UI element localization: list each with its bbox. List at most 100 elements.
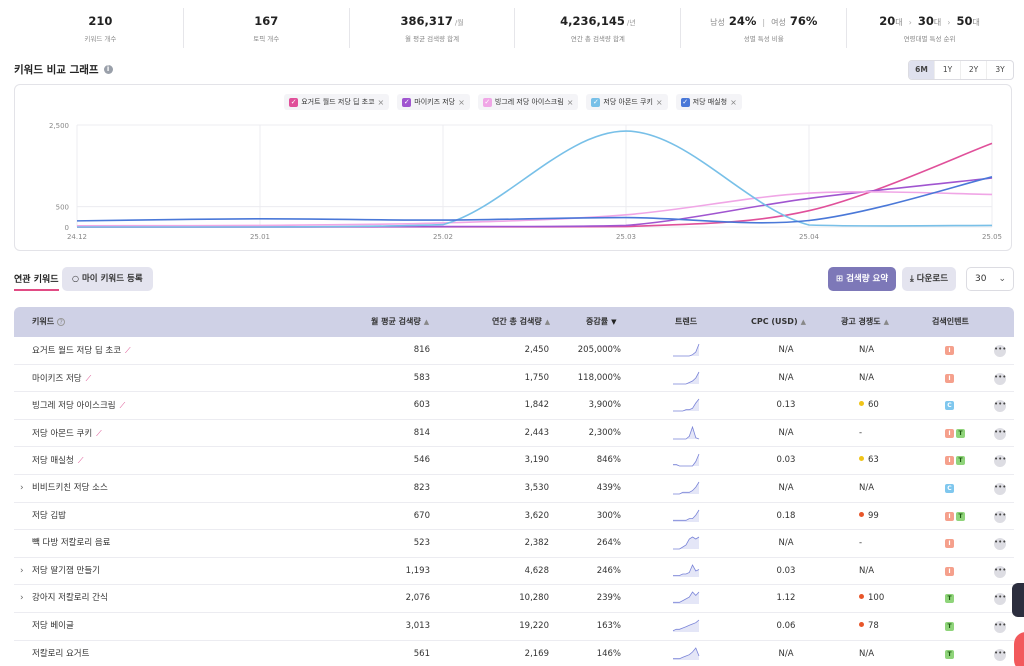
more-options-icon[interactable]: ••• <box>994 538 1006 551</box>
trend-chart-icon[interactable]: ⟋ <box>125 346 131 355</box>
more-options-icon[interactable]: ••• <box>994 648 1006 661</box>
header-keyword[interactable]: 키워드? <box>32 307 66 337</box>
page-size-select[interactable]: 30 ⌄ <box>966 267 1014 291</box>
more-options-icon[interactable]: ••• <box>994 400 1006 413</box>
table-row[interactable]: 마이키즈 저당 ⟋ 583 1,750 118,000% N/A N/A I ••• <box>14 365 1014 393</box>
competition-cell: 78 <box>859 613 879 640</box>
checkbox-icon[interactable]: ✓ <box>680 97 690 107</box>
expand-chevron-icon[interactable]: › <box>20 482 24 493</box>
keyword-cell[interactable]: › 저당 딸기잼 만들기 <box>20 558 100 585</box>
close-icon[interactable]: × <box>566 97 574 107</box>
keyword-text[interactable]: 저당 매실청 <box>32 456 74 467</box>
table-row[interactable]: › 비비드키친 저당 소스 823 3,530 439% N/A N/A C ••• <box>14 475 1014 503</box>
keyword-text[interactable]: 빽 다방 저칼로리 음료 <box>32 538 111 549</box>
keyword-cell[interactable]: › 강아지 저칼로리 간식 <box>20 585 108 612</box>
download-button[interactable]: ⤓ 다운로드 <box>902 267 957 291</box>
search-summary-button[interactable]: ⊞ 검색량 요약 <box>828 267 897 291</box>
keyword-cell[interactable]: 저당 아몬드 쿠키 ⟋ <box>32 420 102 447</box>
my-keyword-label: 마이 키워드 등록 <box>81 274 143 284</box>
keyword-cell[interactable]: 저칼로리 요거트 <box>32 641 89 666</box>
floating-panel-button[interactable] <box>1012 583 1024 617</box>
more-options-icon[interactable]: ••• <box>994 565 1006 578</box>
table-row[interactable]: 저당 김밥 670 3,620 300% 0.18 99 I T ••• <box>14 503 1014 531</box>
table-row[interactable]: 요거트 월드 저당 딥 초코 ⟋ 816 2,450 205,000% N/A N/A I ••… <box>14 337 1014 365</box>
legend-chip[interactable]: ✓ 저당 아몬드 쿠키 × <box>586 94 668 110</box>
competition-value: 78 <box>868 620 879 631</box>
keyword-cell[interactable]: 빙그레 저당 아이스크림 ⟋ <box>32 392 125 419</box>
close-icon[interactable]: × <box>655 97 663 107</box>
sparkline-line <box>673 425 700 440</box>
more-options-icon[interactable]: ••• <box>994 427 1006 440</box>
range-3y-button[interactable]: 3Y <box>995 65 1005 74</box>
trend-chart-icon[interactable]: ⟋ <box>77 456 84 466</box>
header-monthly[interactable]: 월 평균 검색량 ▲ <box>371 307 429 337</box>
table-row[interactable]: › 강아지 저칼로리 간식 2,076 10,280 239% 1.12 100 T ••• <box>14 585 1014 613</box>
table-row[interactable]: › 저당 딸기잼 만들기 1,193 4,628 246% 0.03 N/A I ••• <box>14 558 1014 586</box>
help-icon[interactable]: ? <box>57 318 66 326</box>
header-cpc[interactable]: CPC (USD) ▲ <box>751 307 806 337</box>
keyword-text[interactable]: 빙그레 저당 아이스크림 <box>32 401 116 412</box>
trend-chart-icon[interactable]: ⟋ <box>119 401 126 411</box>
range-2y-button[interactable]: 2Y <box>961 61 987 79</box>
table-row[interactable]: 빽 다방 저칼로리 음료 523 2,382 264% N/A - I ••• <box>14 530 1014 558</box>
keyword-cell[interactable]: › 비비드키친 저당 소스 <box>20 475 108 502</box>
legend-chip[interactable]: ✓ 요거트 월드 저당 딥 초코 × <box>284 94 390 110</box>
header-competition[interactable]: 광고 경쟁도 ▲ <box>841 307 889 337</box>
expand-chevron-icon[interactable]: › <box>20 593 24 604</box>
keyword-text[interactable]: 비비드키친 저당 소스 <box>32 482 108 493</box>
keyword-text[interactable]: 저당 베이글 <box>32 620 74 631</box>
more-options-icon[interactable]: ••• <box>994 455 1006 468</box>
keyword-text[interactable]: 마이키즈 저당 <box>32 373 82 384</box>
keyword-cell[interactable]: 빽 다방 저칼로리 음료 <box>32 530 111 557</box>
keyword-text[interactable]: 요거트 월드 저당 딥 초코 <box>32 346 122 356</box>
my-keyword-button[interactable]: ○ 마이 키워드 등록 <box>62 267 153 291</box>
more-options-icon[interactable]: ••• <box>994 372 1006 385</box>
more-options-icon[interactable]: ••• <box>994 482 1006 495</box>
table-row[interactable]: 저칼로리 요거트 561 2,169 146% N/A N/A T ••• <box>14 641 1014 666</box>
expand-chevron-icon[interactable]: › <box>20 565 24 576</box>
close-icon[interactable]: × <box>730 97 737 107</box>
trend-chart-icon[interactable]: ⟋ <box>96 428 102 438</box>
range-1y-button[interactable]: 1Y <box>935 61 961 79</box>
keyword-text[interactable]: 저당 김밥 <box>32 510 66 521</box>
more-options-icon[interactable]: ••• <box>994 593 1006 606</box>
table-row[interactable]: 저당 아몬드 쿠키 ⟋ 814 2,443 2,300% N/A - I T ••• <box>14 420 1014 448</box>
x-tick-label: 25.05 <box>982 233 1002 241</box>
close-icon[interactable]: × <box>458 97 465 107</box>
intent-badge: T <box>956 456 965 466</box>
trend-sparkline <box>672 619 700 632</box>
keyword-cell[interactable]: 저당 베이글 <box>32 613 74 640</box>
keyword-cell[interactable]: 저당 매실청 ⟋ <box>32 447 83 474</box>
more-options-icon[interactable]: ••• <box>994 510 1006 523</box>
legend-chip[interactable]: ✓ 마이키즈 저당 × <box>397 94 470 110</box>
table-row[interactable]: 저당 매실청 ⟋ 546 3,190 846% 0.03 63 I T ••• <box>14 447 1014 475</box>
keyword-cell[interactable]: 저당 김밥 <box>32 503 66 530</box>
keyword-cell[interactable]: 마이키즈 저당 ⟋ <box>32 365 91 392</box>
header-growth[interactable]: 증감률 ▼ <box>586 307 616 337</box>
floating-chat-button[interactable] <box>1014 632 1024 666</box>
cpc-cell: 0.03 <box>776 455 796 466</box>
checkbox-icon[interactable]: ✓ <box>402 97 412 107</box>
keyword-text[interactable]: 저칼로리 요거트 <box>32 648 90 659</box>
keyword-text[interactable]: 강아지 저칼로리 간식 <box>32 593 108 604</box>
gender-female-value: 76% <box>789 14 818 28</box>
trend-chart-icon[interactable]: ⟋ <box>85 373 92 383</box>
table-row[interactable]: 빙그레 저당 아이스크림 ⟋ 603 1,842 3,900% 0.13 60 C ••• <box>14 392 1014 420</box>
keyword-text[interactable]: 저당 딸기잼 만들기 <box>32 565 100 576</box>
table-row[interactable]: 저당 베이글 3,013 19,220 163% 0.06 78 T ••• <box>14 613 1014 641</box>
range-6m-button[interactable]: 6M <box>909 61 935 79</box>
checkbox-icon[interactable]: ✓ <box>482 97 492 107</box>
tab-related-keywords[interactable]: 연관 키워드 <box>14 272 59 291</box>
checkbox-icon[interactable]: ✓ <box>591 97 601 107</box>
header-yearly[interactable]: 연간 총 검색량 ▲ <box>492 307 550 337</box>
legend-chip[interactable]: ✓ 빙그레 저당 아이스크림 × <box>477 94 579 110</box>
stat-unit: /월 <box>454 19 464 27</box>
checkbox-icon[interactable]: ✓ <box>289 97 299 107</box>
more-options-icon[interactable]: ••• <box>994 620 1006 633</box>
legend-chip[interactable]: ✓ 저당 매실청 × <box>675 94 742 110</box>
more-options-icon[interactable]: ••• <box>994 345 1006 357</box>
close-icon[interactable]: × <box>377 97 385 107</box>
keyword-text[interactable]: 저당 아몬드 쿠키 <box>32 428 93 439</box>
info-icon[interactable]: i <box>103 65 113 74</box>
keyword-cell[interactable]: 요거트 월드 저당 딥 초코 ⟋ <box>32 337 131 364</box>
